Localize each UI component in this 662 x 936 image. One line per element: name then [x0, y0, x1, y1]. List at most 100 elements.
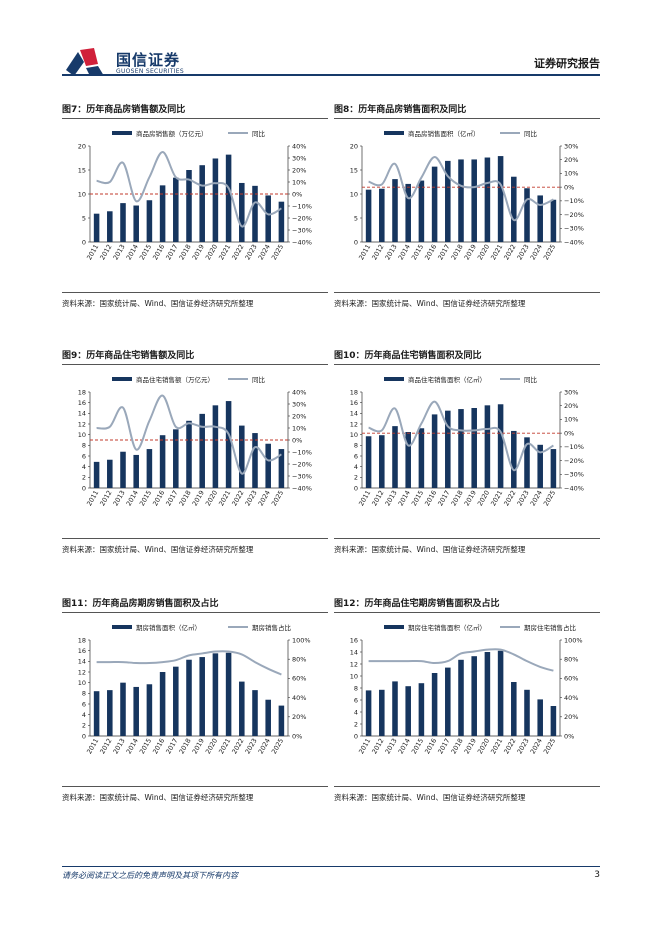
figure-bottom-rule — [62, 786, 328, 787]
x-tick-label: 2017 — [436, 243, 451, 261]
y-tick-label-right: 30% — [564, 388, 578, 396]
y-tick-label-right: 100% — [564, 636, 583, 644]
x-tick-label: 2023 — [516, 489, 531, 507]
bar-2023 — [252, 185, 258, 242]
y-tick-label-right: −10% — [564, 443, 584, 451]
x-tick-label: 2015 — [138, 737, 153, 755]
y-tick-label-left: 14 — [78, 410, 86, 418]
bar-2019 — [199, 413, 205, 488]
bar-2017 — [445, 667, 451, 736]
bar-2014 — [133, 686, 139, 736]
bar-2019 — [199, 657, 205, 736]
x-tick-label: 2013 — [112, 489, 127, 507]
legend-bar-swatch — [384, 377, 404, 381]
y-tick-label-right: −40% — [292, 484, 312, 492]
bar-2024 — [537, 195, 543, 242]
figure-title: 图12：历年商品住宅期房销售面积及占比 — [334, 599, 500, 609]
figure-top-rule — [334, 364, 600, 365]
x-tick-label: 2017 — [164, 489, 179, 507]
y-tick-label-right: 20% — [292, 713, 306, 721]
y-tick-label-right: 30% — [564, 142, 578, 150]
bar-2020 — [484, 157, 491, 242]
y-tick-label-right: 0% — [292, 190, 302, 198]
x-tick-label: 2012 — [98, 489, 113, 507]
x-tick-label: 2025 — [270, 737, 285, 755]
x-tick-label: 2017 — [164, 737, 179, 755]
x-tick-label: 2013 — [112, 243, 127, 261]
x-tick-label: 2025 — [542, 243, 557, 261]
figure-bottom-rule — [334, 786, 600, 787]
legend-line-label: 同比 — [524, 129, 538, 138]
y-tick-label-right: 40% — [292, 388, 306, 396]
x-tick-label: 2022 — [230, 489, 245, 507]
y-tick-label-left: 2 — [354, 720, 358, 728]
y-tick-label-right: −40% — [564, 484, 584, 492]
x-tick-label: 2021 — [489, 243, 504, 261]
x-tick-label: 2020 — [204, 243, 219, 261]
bar-2019 — [199, 165, 205, 242]
x-tick-label: 2024 — [529, 243, 544, 261]
bar-2025 — [550, 449, 557, 488]
y-tick-label-left: 4 — [354, 708, 358, 716]
figure-top-rule — [62, 118, 328, 119]
legend-bar-label: 商品住宅销售额（万亿元） — [136, 375, 214, 384]
figure-source: 资料来源：国家统计局、Wind、国信证券经济研究所整理 — [62, 793, 254, 802]
bar-2014 — [405, 432, 411, 488]
y-tick-label-right: 30% — [292, 154, 306, 162]
x-tick-label: 2016 — [151, 489, 166, 507]
figure-bottom-rule — [334, 292, 600, 293]
y-tick-label-left: 10 — [78, 431, 86, 439]
x-tick-label: 2015 — [138, 489, 153, 507]
bar-2023 — [524, 437, 530, 488]
bar-2024 — [537, 444, 543, 488]
y-tick-label-right: −10% — [292, 202, 312, 210]
y-tick-label-left: 20 — [350, 142, 358, 150]
y-tick-label-right: −20% — [292, 214, 312, 222]
bar-2017 — [173, 429, 179, 488]
y-tick-label-right: 20% — [564, 402, 578, 410]
bar-2024 — [265, 699, 271, 736]
x-tick-label: 2020 — [204, 737, 219, 755]
y-tick-label-left: 18 — [350, 388, 358, 396]
bar-2021 — [497, 156, 504, 242]
bar-2012 — [107, 459, 113, 488]
x-tick-label: 2016 — [151, 243, 166, 261]
series-line — [96, 650, 282, 676]
figure-top-rule — [62, 612, 328, 613]
logo-subtext: GUOSEN SECURITIES — [116, 68, 185, 75]
x-tick-label: 2024 — [529, 489, 544, 507]
x-tick-label: 2012 — [370, 737, 385, 755]
bar-2022 — [239, 681, 245, 736]
x-tick-label: 2014 — [397, 243, 412, 261]
series-line — [96, 394, 282, 475]
y-tick-label-left: 2 — [82, 722, 86, 730]
x-tick-label: 2015 — [410, 489, 425, 507]
bar-2012 — [107, 211, 113, 242]
x-tick-label: 2016 — [423, 737, 438, 755]
x-tick-label: 2024 — [257, 243, 272, 261]
bar-2012 — [379, 689, 385, 736]
bar-2012 — [107, 690, 113, 736]
bar-2023 — [524, 188, 530, 242]
y-tick-label-left: 14 — [350, 648, 358, 656]
y-tick-label-right: 100% — [292, 636, 311, 644]
y-tick-label-right: 0% — [564, 183, 574, 191]
bar-2017 — [445, 410, 451, 488]
bar-2016 — [431, 166, 438, 242]
y-tick-label-right: 10% — [292, 178, 306, 186]
y-tick-label-left: 15 — [350, 166, 358, 174]
y-tick-label-left: 6 — [354, 696, 358, 704]
x-tick-label: 2015 — [410, 243, 425, 261]
y-tick-label-right: 40% — [292, 142, 306, 150]
y-tick-label-right: −20% — [292, 460, 312, 468]
legend-bar-swatch — [384, 625, 404, 629]
x-tick-label: 2013 — [384, 737, 399, 755]
bar-2022 — [239, 182, 245, 242]
y-tick-label-left: 5 — [82, 214, 86, 222]
x-tick-label: 2014 — [397, 737, 412, 755]
y-tick-label-left: 14 — [350, 410, 358, 418]
logo-text: 国信证券 — [116, 51, 181, 69]
figure-bottom-rule — [334, 538, 600, 539]
header-divider — [62, 74, 600, 76]
x-tick-label: 2023 — [244, 243, 259, 261]
